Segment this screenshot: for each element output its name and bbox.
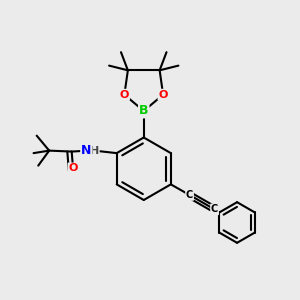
Text: B: B bbox=[139, 104, 148, 117]
Text: O: O bbox=[120, 90, 129, 100]
Text: O: O bbox=[158, 90, 168, 100]
Text: H: H bbox=[90, 146, 99, 156]
Text: O: O bbox=[69, 164, 78, 173]
Text: N: N bbox=[81, 144, 92, 157]
Text: C: C bbox=[211, 204, 218, 214]
Text: C: C bbox=[186, 190, 193, 200]
